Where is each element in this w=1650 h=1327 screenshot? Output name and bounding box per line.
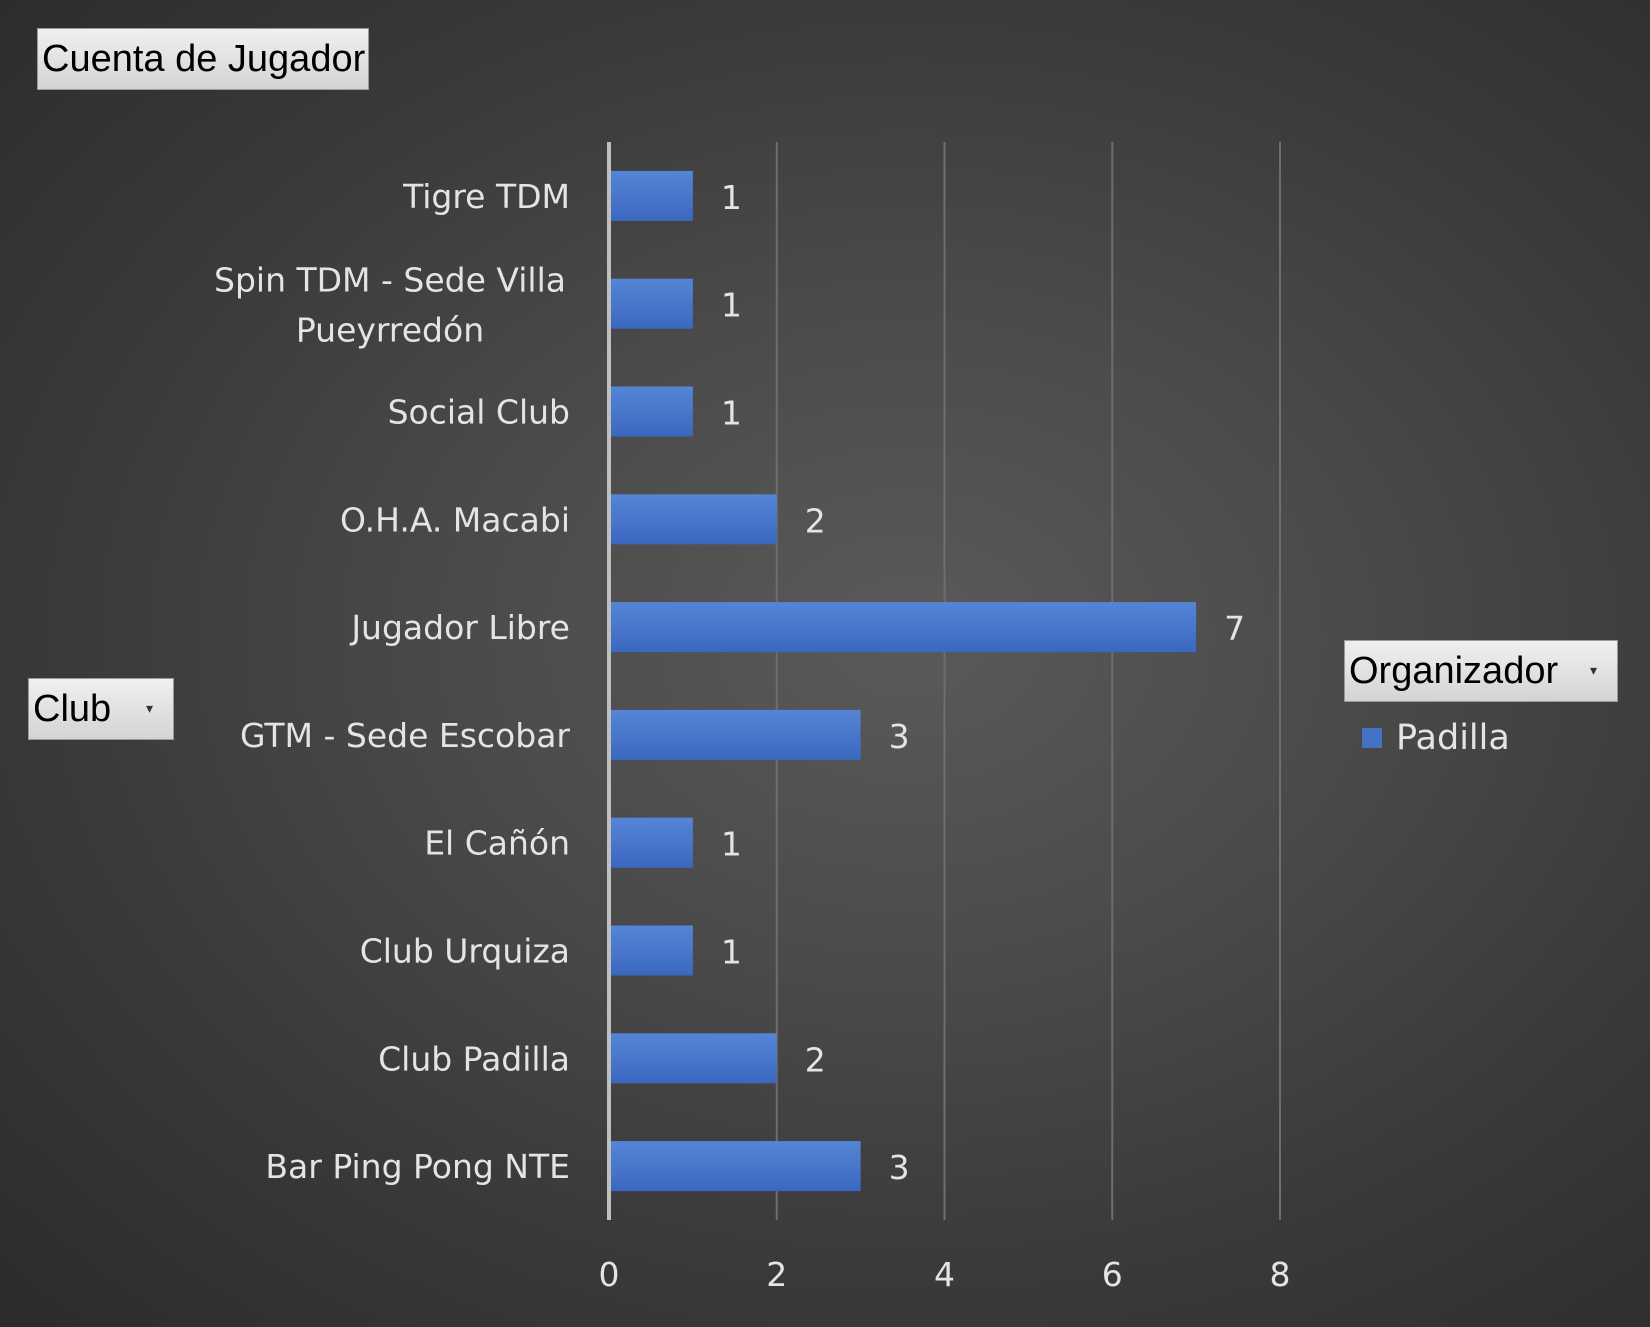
- category-label: Bar Ping Pong NTE: [265, 1147, 570, 1186]
- x-tick-label: 0: [599, 1255, 620, 1294]
- legend-entry-label: Padilla: [1396, 718, 1510, 758]
- x-tick-label: 6: [1102, 1255, 1123, 1294]
- bar[interactable]: [611, 925, 693, 976]
- data-label: 2: [805, 501, 826, 540]
- data-label: 3: [889, 717, 910, 756]
- x-tick-label: 8: [1270, 1255, 1291, 1294]
- legend-field-button[interactable]: Organizador ▾: [1344, 640, 1618, 702]
- data-label: 7: [1224, 609, 1245, 648]
- category-label: Jugador Libre: [349, 608, 570, 647]
- category-label: Club Urquiza: [360, 932, 570, 971]
- value-field-label: Cuenta de Jugador: [42, 38, 366, 80]
- chevron-down-icon: ▾: [145, 700, 153, 716]
- category-label: Club Padilla: [378, 1039, 570, 1078]
- bars: [611, 170, 1197, 1192]
- legend: Padilla: [1362, 718, 1510, 758]
- category-label: Social Club: [388, 393, 570, 432]
- bar[interactable]: [611, 602, 1197, 653]
- labels: 0 2 4 6 8 3 Bar Ping Pong NTE 2 Club Padilla 1 Clu…: [214, 177, 1290, 1294]
- bar[interactable]: [611, 709, 861, 760]
- data-label: 1: [721, 394, 742, 433]
- bar[interactable]: [611, 170, 693, 221]
- category-label: Tigre TDM: [402, 177, 570, 216]
- data-label: 2: [805, 1040, 826, 1079]
- data-label: 1: [721, 825, 742, 864]
- category-label: O.H.A. Macabi: [340, 500, 570, 539]
- bar[interactable]: [611, 817, 693, 868]
- legend-field-label: Organizador: [1349, 650, 1559, 692]
- category-label: El Cañón: [424, 824, 570, 863]
- bar[interactable]: [611, 1141, 861, 1192]
- legend-swatch: [1362, 728, 1382, 748]
- category-label: Spin TDM - Sede Villa Pueyrredón: [214, 261, 566, 350]
- x-tick-label: 2: [766, 1255, 787, 1294]
- bar[interactable]: [611, 1033, 777, 1084]
- row-field-button[interactable]: Club ▾: [28, 678, 174, 740]
- bar[interactable]: [611, 494, 777, 545]
- data-label: 1: [721, 286, 742, 325]
- category-label: GTM - Sede Escobar: [240, 716, 570, 755]
- bar[interactable]: [611, 278, 693, 329]
- row-field-label: Club: [33, 688, 112, 730]
- value-field-button[interactable]: Cuenta de Jugador: [37, 28, 369, 90]
- data-label: 1: [721, 178, 742, 217]
- gridlines: [775, 142, 1281, 1220]
- bar[interactable]: [611, 386, 693, 437]
- x-tick-label: 4: [934, 1255, 955, 1294]
- chevron-down-icon: ▾: [1589, 662, 1597, 678]
- data-label: 1: [721, 933, 742, 972]
- data-label: 3: [889, 1148, 910, 1187]
